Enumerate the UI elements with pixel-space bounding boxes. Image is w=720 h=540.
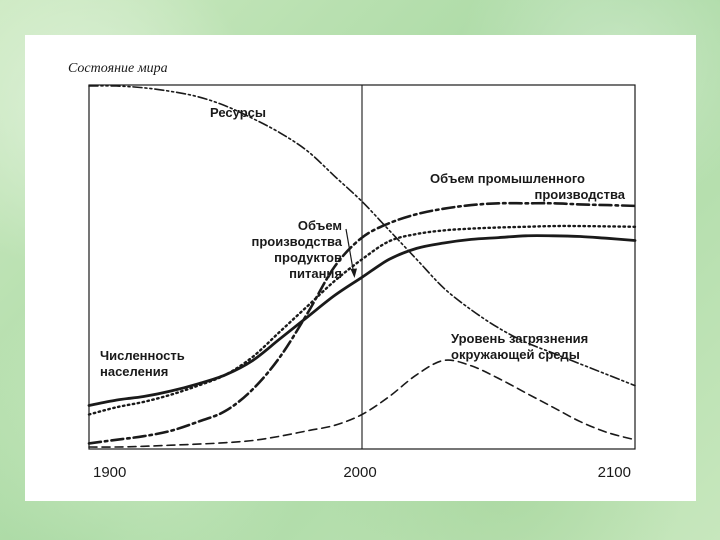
food-label-arrow xyxy=(345,228,355,276)
food-label-arrowhead xyxy=(350,268,357,278)
series-label-2-line-1: Объем промышленного xyxy=(430,171,585,186)
series-label-5-line-2: окружающей среды xyxy=(451,347,580,362)
series-label-3-line-1: Объем xyxy=(298,218,342,233)
series-label-3-line-4: питания xyxy=(289,266,342,281)
series-label-2-line-2: производства xyxy=(534,187,625,202)
series-label-1-line-1: Ресурсы xyxy=(210,105,266,120)
series-label-3-line-3: продуктов xyxy=(274,250,342,265)
series-label-5-line-1: Уровень загрязнения xyxy=(451,331,588,346)
series-label-5: Уровень загрязнения окружающей среды xyxy=(451,331,588,362)
series-label-4-line-1: Численность xyxy=(100,348,185,363)
series-line-1 xyxy=(88,85,636,387)
series-line-2 xyxy=(87,201,637,445)
series-label-4-line-2: населения xyxy=(100,364,168,379)
series-line-4 xyxy=(87,234,637,407)
series-line-5 xyxy=(88,359,636,448)
series-label-1: Ресурсы xyxy=(210,105,266,120)
series-label-3: Объем производства продуктов питания xyxy=(251,218,342,281)
x-tick-label-2000: 2000 xyxy=(343,464,376,481)
x-tick-label-2100: 2100 xyxy=(598,464,631,481)
series-label-2: Объем промышленного производства xyxy=(430,171,626,202)
series-line-3 xyxy=(87,224,637,416)
series-label-3-line-2: производства xyxy=(251,234,342,249)
x-tick-label-1900: 1900 xyxy=(93,464,126,481)
chart-title: Состояние мира xyxy=(68,61,168,76)
slide-card: Состояние мира Ресурсы Объем промышленног… xyxy=(25,35,696,501)
series-label-4: Численность населения xyxy=(100,348,185,379)
chart: Состояние мира Ресурсы Объем промышленног… xyxy=(68,61,637,481)
